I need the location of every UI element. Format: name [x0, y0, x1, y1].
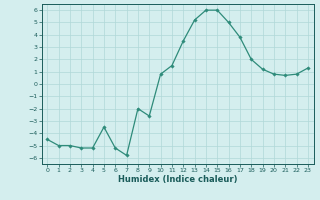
- X-axis label: Humidex (Indice chaleur): Humidex (Indice chaleur): [118, 175, 237, 184]
